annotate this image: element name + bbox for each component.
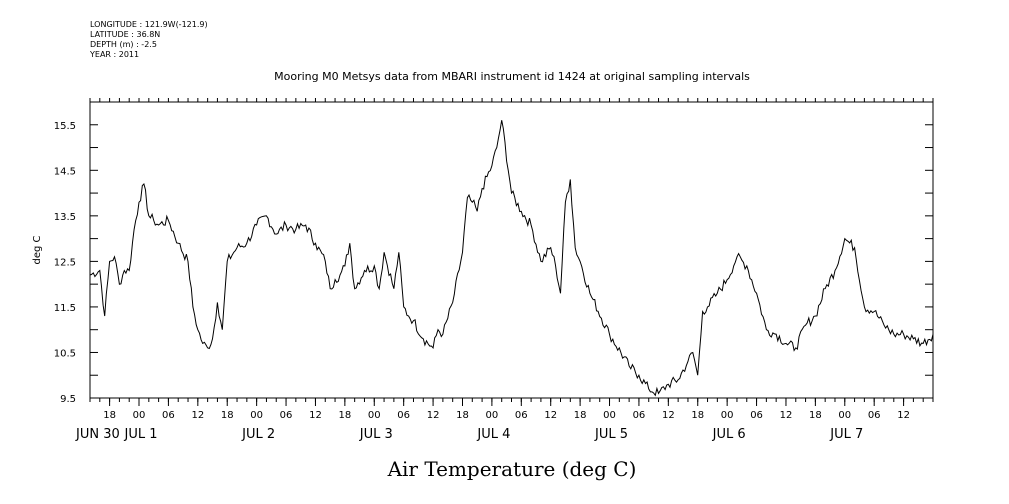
x-hour-label: 06 <box>162 410 175 421</box>
x-axis-title: Air Temperature (deg C) <box>387 457 637 481</box>
air-temperature-line <box>89 120 934 397</box>
x-hour-label: 00 <box>133 410 146 421</box>
x-hour-label: 12 <box>191 410 204 421</box>
x-hour-label: 18 <box>691 410 704 421</box>
x-hour-label: 06 <box>280 410 293 421</box>
x-hour-label: 06 <box>750 410 763 421</box>
x-hour-label: 18 <box>338 410 351 421</box>
x-hour-label: 12 <box>427 410 440 421</box>
y-tick-label: 9.5 <box>60 394 76 405</box>
x-day-label: JUL 5 <box>594 427 628 442</box>
x-hour-label: 06 <box>633 410 646 421</box>
x-hour-label: 00 <box>838 410 851 421</box>
x-hour-label: 00 <box>603 410 616 421</box>
longitude-text: LONGITUDE : 121.9W(-121.9) <box>90 20 208 29</box>
y-tick-label: 10.5 <box>54 348 76 359</box>
minor-ticks <box>89 98 934 402</box>
x-hour-label: 06 <box>515 410 528 421</box>
x-hour-label: 18 <box>456 410 469 421</box>
x-hour-label: 12 <box>309 410 322 421</box>
x-hour-label: 18 <box>221 410 234 421</box>
x-day-label: JUL 6 <box>712 427 746 442</box>
x-hour-label: 06 <box>397 410 410 421</box>
x-hour-label: 00 <box>250 410 263 421</box>
year-text: YEAR : 2011 <box>90 50 140 59</box>
y-axis: 9.5 10.5 11.5 12.5 13.5 14.5 15.5 <box>54 101 933 405</box>
x-hour-label: 18 <box>809 410 822 421</box>
latitude-text: LATITUDE : 36.8N <box>90 30 161 39</box>
x-day-label: JUL 2 <box>241 427 275 442</box>
depth-text: DEPTH (m) : -2.5 <box>90 40 157 49</box>
x-axis: 18 00 06 12 18 00 06 12 18 00 06 12 18 00 06 12 18 00 06 12… <box>75 398 910 442</box>
x-hour-label: 00 <box>721 410 734 421</box>
y-tick-label: 14.5 <box>54 166 76 177</box>
x-day-label: JUL 3 <box>359 427 393 442</box>
y-axis-label: deg C <box>32 235 43 264</box>
x-day-label: JUL 1 <box>124 427 158 442</box>
y-tick-label: 15.5 <box>54 121 76 132</box>
y-tick-label: 11.5 <box>54 303 76 314</box>
x-day-label: JUL 7 <box>829 427 863 442</box>
x-day-label: JUN 30 <box>75 427 120 442</box>
x-hour-label: 12 <box>897 410 910 421</box>
y-tick-label: 12.5 <box>54 257 76 268</box>
x-hour-label: 18 <box>103 410 116 421</box>
metadata-block: LONGITUDE : 121.9W(-121.9) LATITUDE : 36… <box>90 20 208 60</box>
x-hour-label: 00 <box>486 410 499 421</box>
x-hour-label: 18 <box>574 410 587 421</box>
x-hour-label: 06 <box>868 410 881 421</box>
y-tick-label: 13.5 <box>54 212 76 223</box>
x-hour-label: 00 <box>368 410 381 421</box>
x-hour-label: 12 <box>662 410 675 421</box>
x-hour-label: 12 <box>544 410 557 421</box>
chart-title: Mooring M0 Metsys data from MBARI instru… <box>274 70 750 83</box>
x-day-label: JUL 4 <box>476 427 510 442</box>
x-hour-label: 12 <box>780 410 793 421</box>
plot-frame <box>89 101 934 399</box>
